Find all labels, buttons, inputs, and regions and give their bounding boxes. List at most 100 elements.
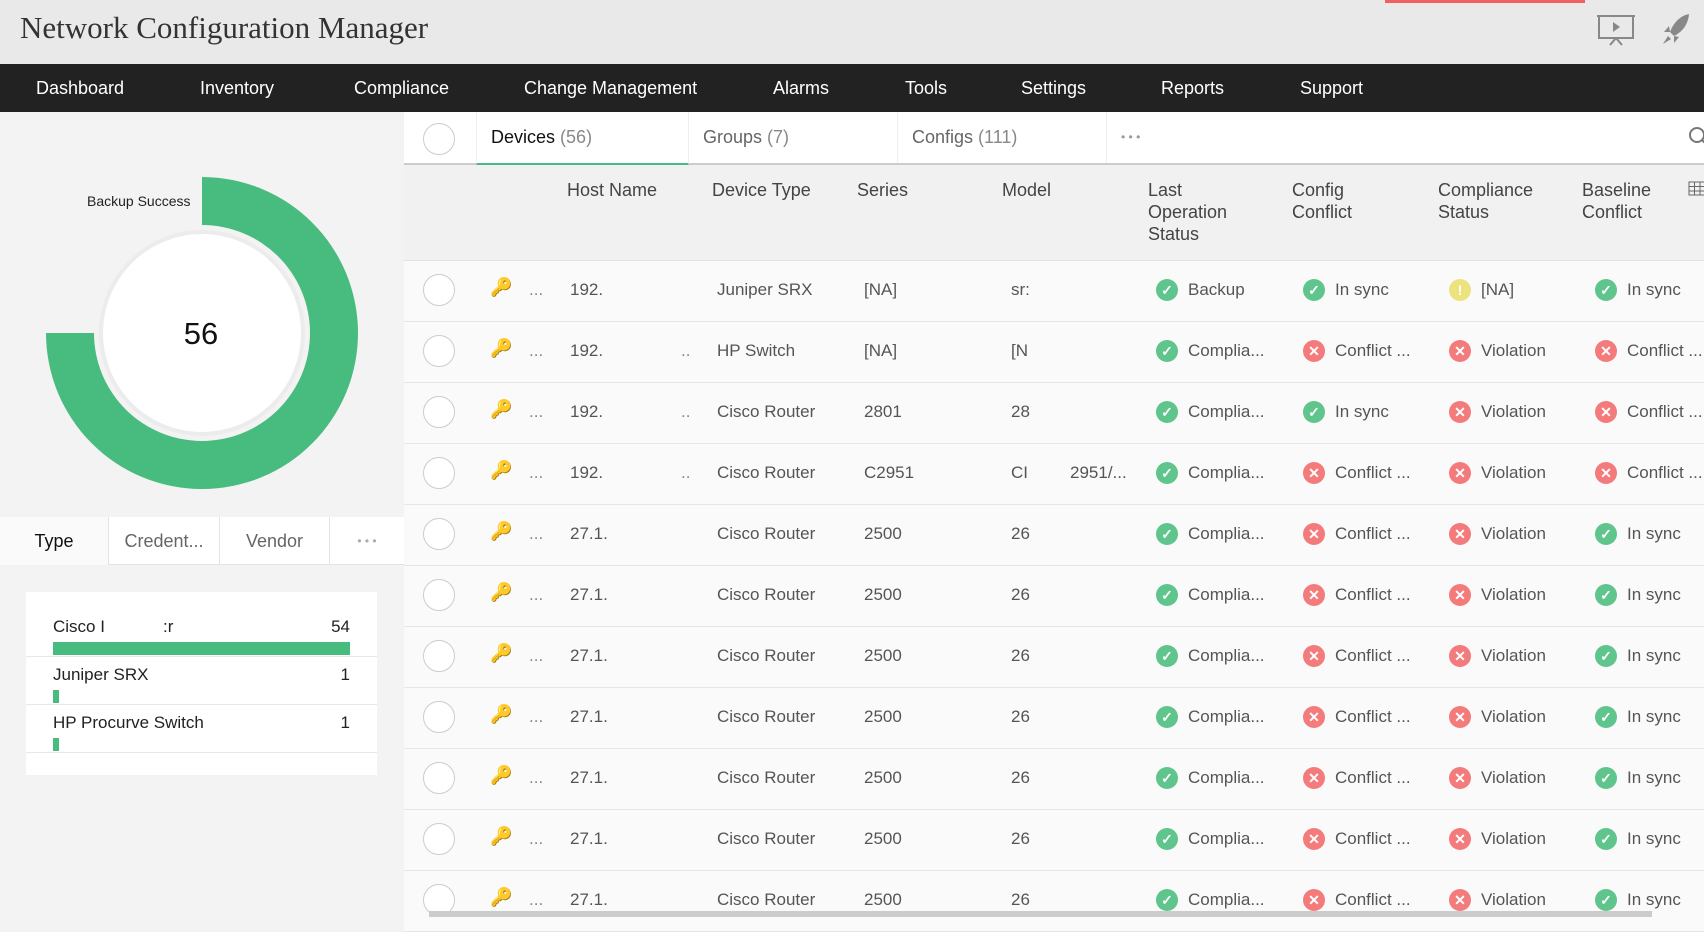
- table-row[interactable]: 🔑 ... 27.1. Cisco Router 2500 26 ✓ Compli…: [404, 688, 1704, 749]
- table-row[interactable]: 🔑 ... 192. Juniper SRX [NA] sr: ✓ Backup ✓…: [404, 261, 1704, 322]
- nav-dashboard[interactable]: Dashboard: [36, 78, 125, 98]
- row-checkbox[interactable]: [423, 457, 455, 489]
- credential-key-icon[interactable]: 🔑: [490, 643, 513, 663]
- tab-groups[interactable]: Groups (7): [689, 112, 898, 163]
- check-circle-icon: ✓: [1595, 889, 1617, 911]
- row-checkbox[interactable]: [423, 701, 455, 733]
- row-more[interactable]: ...: [529, 646, 544, 665]
- credential-key-icon[interactable]: 🔑: [490, 765, 513, 785]
- left-tab-vendor[interactable]: Vendor: [220, 517, 330, 565]
- column-header-host-name[interactable]: Host Name: [567, 180, 658, 200]
- column-header-series[interactable]: Series: [857, 180, 909, 200]
- host-name[interactable]: 192.: [570, 402, 604, 421]
- last-status: Complia...: [1188, 341, 1265, 360]
- host-name[interactable]: 27.1.: [570, 890, 608, 909]
- rocket-icon[interactable]: [1656, 12, 1696, 52]
- host-name[interactable]: 27.1.: [570, 829, 608, 848]
- host-name[interactable]: 192.: [570, 463, 604, 482]
- row-checkbox[interactable]: [423, 823, 455, 855]
- nav-tools[interactable]: Tools: [905, 78, 948, 98]
- nav-settings[interactable]: Settings: [1021, 78, 1087, 98]
- row-more[interactable]: ...: [529, 585, 544, 604]
- column-header-last-operation-status[interactable]: Last Operation Status: [1148, 180, 1228, 244]
- row-checkbox[interactable]: [423, 518, 455, 550]
- row-more[interactable]: ...: [529, 463, 544, 482]
- select-all-checkbox[interactable]: [423, 123, 455, 155]
- table-row[interactable]: 🔑 ... 27.1. Cisco Router 2500 26 ✓ Compli…: [404, 871, 1704, 932]
- row-more[interactable]: ...: [529, 402, 544, 421]
- tabs-more[interactable]: • • •: [1121, 130, 1141, 144]
- row-more[interactable]: ...: [529, 280, 544, 299]
- row-more[interactable]: ...: [529, 524, 544, 543]
- type-list-item[interactable]: HP Procurve Switch 1: [26, 705, 377, 753]
- table-row[interactable]: 🔑 ... 27.1. Cisco Router 2500 26 ✓ Compli…: [404, 749, 1704, 810]
- column-header-baseline-conflict[interactable]: Baseline Conflict: [1582, 180, 1652, 222]
- host-name[interactable]: 192.: [570, 341, 604, 360]
- credential-key-icon[interactable]: 🔑: [490, 826, 513, 846]
- row-checkbox[interactable]: [423, 274, 455, 306]
- table-row[interactable]: 🔑 ... 27.1. Cisco Router 2500 26 ✓ Compli…: [404, 566, 1704, 627]
- nav-inventory[interactable]: Inventory: [200, 78, 275, 98]
- type-list-item[interactable]: Juniper SRX 1: [26, 657, 377, 705]
- type-count: 54: [331, 617, 350, 636]
- row-checkbox[interactable]: [423, 396, 455, 428]
- nav-alarms[interactable]: Alarms: [773, 78, 830, 98]
- nav-compliance[interactable]: Compliance: [354, 78, 450, 98]
- presentation-icon[interactable]: [1596, 12, 1636, 52]
- credential-key-icon[interactable]: 🔑: [490, 704, 513, 724]
- search-icon[interactable]: [1687, 125, 1704, 154]
- row-more[interactable]: ...: [529, 829, 544, 848]
- table-row[interactable]: 🔑 ... 192. .. HP Switch [NA] [N ✓ Complia…: [404, 322, 1704, 383]
- credential-key-icon[interactable]: 🔑: [490, 338, 513, 358]
- compliance-status: Violation: [1481, 646, 1546, 665]
- row-more[interactable]: ...: [529, 768, 544, 787]
- row-more[interactable]: ...: [529, 707, 544, 726]
- table-row[interactable]: 🔑 ... 27.1. Cisco Router 2500 26 ✓ Compli…: [404, 810, 1704, 871]
- credential-key-icon[interactable]: 🔑: [490, 460, 513, 480]
- table-row[interactable]: 🔑 ... 192. .. Cisco Router C2951 CI 2951…: [404, 444, 1704, 505]
- type-list-item[interactable]: Cisco I:r 54: [26, 609, 377, 657]
- table-row[interactable]: 🔑 ... 192. .. Cisco Router 2801 28 ✓ Comp…: [404, 383, 1704, 444]
- column-header-model[interactable]: Model: [1002, 180, 1052, 200]
- row-checkbox[interactable]: [423, 579, 455, 611]
- config-status: Conflict ...: [1335, 707, 1411, 726]
- table-row[interactable]: 🔑 ... 27.1. Cisco Router 2500 26 ✓ Compli…: [404, 627, 1704, 688]
- check-circle-icon: ✓: [1595, 584, 1617, 606]
- left-tabs-more[interactable]: • • •: [357, 534, 377, 548]
- host-name[interactable]: 27.1.: [570, 585, 608, 604]
- horizontal-scrollbar[interactable]: [429, 911, 1652, 917]
- left-tab-type[interactable]: Type: [0, 517, 109, 565]
- column-header-compliance-status[interactable]: Compliance Status: [1438, 180, 1534, 222]
- credential-key-icon[interactable]: 🔑: [490, 277, 513, 297]
- row-more[interactable]: ...: [529, 890, 544, 909]
- last-status: Complia...: [1188, 890, 1265, 909]
- last-status: Complia...: [1188, 646, 1265, 665]
- row-more[interactable]: ...: [529, 341, 544, 360]
- left-tab-credential[interactable]: Credent...: [109, 517, 220, 565]
- column-header-config-conflict[interactable]: Config Conflict: [1292, 180, 1353, 222]
- baseline-status: In sync: [1627, 890, 1681, 909]
- column-chooser-icon[interactable]: [1688, 181, 1704, 202]
- row-checkbox[interactable]: [423, 640, 455, 672]
- credential-key-icon[interactable]: 🔑: [490, 887, 513, 907]
- table-row[interactable]: 🔑 ... 27.1. Cisco Router 2500 26 ✓ Compli…: [404, 505, 1704, 566]
- model: CI: [1011, 463, 1028, 482]
- row-checkbox[interactable]: [423, 335, 455, 367]
- tab-configs[interactable]: Configs (111): [898, 112, 1107, 163]
- tab-devices[interactable]: Devices (56): [476, 112, 689, 165]
- host-name[interactable]: 27.1.: [570, 524, 608, 543]
- credential-key-icon[interactable]: 🔑: [490, 582, 513, 602]
- host-name[interactable]: 27.1.: [570, 707, 608, 726]
- credential-key-icon[interactable]: 🔑: [490, 399, 513, 419]
- host-name[interactable]: 192.: [570, 280, 604, 299]
- donut-arc-backup-success[interactable]: [46, 177, 358, 489]
- host-name[interactable]: 27.1.: [570, 646, 608, 665]
- nav-support[interactable]: Support: [1300, 78, 1364, 98]
- type-count: 1: [340, 713, 350, 732]
- host-name[interactable]: 27.1.: [570, 768, 608, 787]
- nav-reports[interactable]: Reports: [1161, 78, 1225, 98]
- nav-change-management[interactable]: Change Management: [524, 78, 698, 98]
- row-checkbox[interactable]: [423, 762, 455, 794]
- column-header-device-type[interactable]: Device Type: [712, 180, 811, 200]
- credential-key-icon[interactable]: 🔑: [490, 521, 513, 541]
